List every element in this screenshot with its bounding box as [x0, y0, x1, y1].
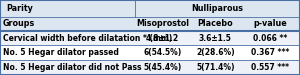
Text: 5(71.4%): 5(71.4%) — [196, 63, 235, 72]
Text: Groups: Groups — [3, 19, 35, 28]
Text: No. 5 Hegar dilator did not Pass: No. 5 Hegar dilator did not Pass — [3, 63, 142, 72]
Bar — [0, 60, 300, 75]
Text: Nulliparous: Nulliparous — [191, 4, 244, 13]
Bar — [0, 16, 300, 31]
Text: p-value: p-value — [253, 19, 287, 28]
Text: Placebo: Placebo — [197, 19, 233, 28]
Text: 4.8±1.2: 4.8±1.2 — [146, 34, 179, 43]
Text: 0.367 ***: 0.367 *** — [251, 48, 289, 57]
Text: Parity: Parity — [6, 4, 33, 13]
Text: 5(45.4%): 5(45.4%) — [144, 63, 182, 72]
Text: 3.6±1.5: 3.6±1.5 — [199, 34, 232, 43]
Text: 2(28.6%): 2(28.6%) — [196, 48, 235, 57]
Text: Cervical width before dilatation * (mm): Cervical width before dilatation * (mm) — [3, 34, 172, 43]
Bar — [0, 45, 300, 60]
Text: 0.557 ***: 0.557 *** — [251, 63, 289, 72]
Text: No. 5 Hegar dilator passed: No. 5 Hegar dilator passed — [3, 48, 119, 57]
Bar — [0, 31, 300, 45]
Text: 6(54.5%): 6(54.5%) — [144, 48, 182, 57]
Text: 0.066 **: 0.066 ** — [253, 34, 287, 43]
Text: Misoprostol: Misoprostol — [136, 19, 189, 28]
Bar — [0, 0, 300, 16]
